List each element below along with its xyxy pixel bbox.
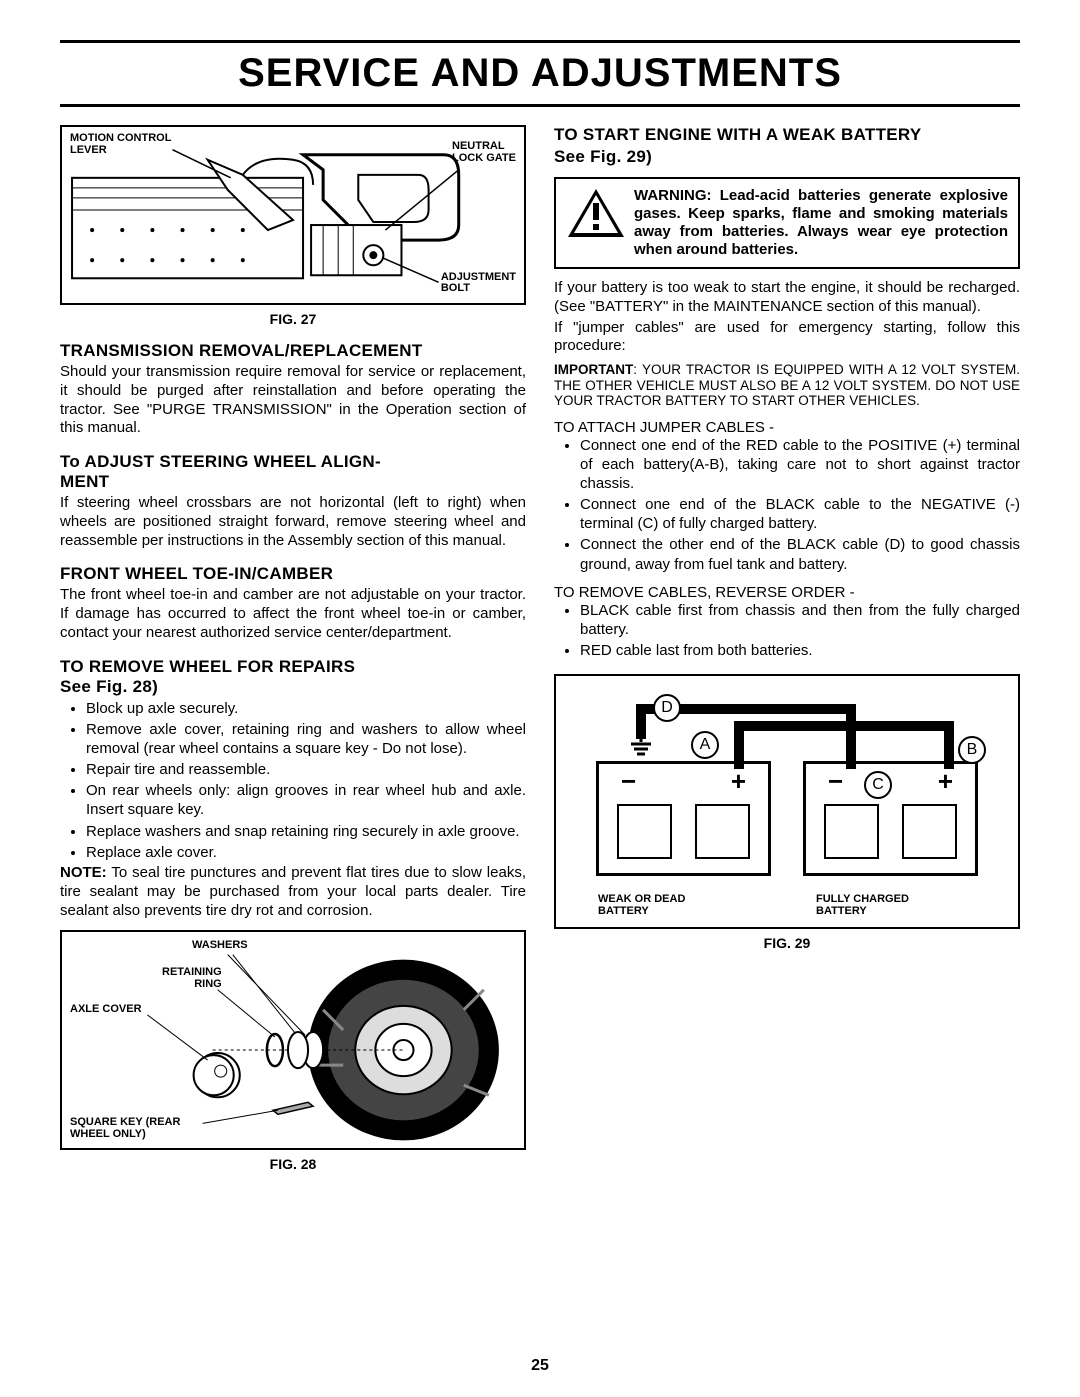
warning-label: WARNING	[634, 187, 707, 204]
weak-battery: − +	[596, 761, 771, 876]
fig28-caption: FIG. 28	[60, 1156, 526, 1172]
plus-terminal: +	[731, 766, 746, 797]
list-item: Connect the other end of the BLACK cable…	[580, 535, 1020, 573]
figure-27: MOTION CONTROL LEVER NEUTRAL LOCK GATE A…	[60, 125, 526, 305]
fig27-svg	[62, 127, 524, 303]
list-item: RED cable last from both batteries.	[580, 641, 1020, 660]
remove-wheel-see: See Fig. 28)	[60, 677, 526, 697]
note-text: To seal tire punctures and prevent flat …	[60, 864, 526, 919]
label-d: D	[653, 694, 681, 722]
important-label: IMPORTANT	[554, 362, 633, 377]
remove-cables-bullets: BLACK cable first from chassis and then …	[554, 601, 1020, 661]
fig28-svg	[62, 932, 524, 1148]
list-item: Repair tire and reassemble.	[86, 760, 526, 779]
list-item: BLACK cable first from chassis and then …	[580, 601, 1020, 639]
battery-para2: If "jumper cables" are used for emergenc…	[554, 319, 1020, 357]
warning-box: WARNING: Lead-acid batteries generate ex…	[554, 177, 1020, 269]
remove-wheel-heading: TO REMOVE WHEEL FOR REPAIRS	[60, 657, 526, 677]
list-item: Remove axle cover, retaining ring and wa…	[86, 720, 526, 758]
weak-battery-label: WEAK OR DEAD BATTERY	[598, 894, 685, 917]
fig27-caption: FIG. 27	[60, 311, 526, 327]
figure-28: WASHERS RETAINING RING AXLE COVER SQUARE…	[60, 930, 526, 1150]
page-title: SERVICE AND ADJUSTMENTS	[60, 51, 1020, 96]
steering-heading: To ADJUST STEERING WHEEL ALIGN-MENT	[60, 452, 526, 492]
title-rule	[60, 104, 1020, 107]
label-a: A	[691, 731, 719, 759]
list-item: Connect one end of the BLACK cable to th…	[580, 495, 1020, 533]
transmission-body: Should your transmission require removal…	[60, 363, 526, 438]
ground-icon	[628, 734, 654, 760]
attach-cables-heading: TO ATTACH JUMPER CABLES -	[554, 419, 1020, 436]
minus-terminal: −	[621, 766, 636, 797]
toe-body: The front wheel toe-in and camber are no…	[60, 586, 526, 642]
full-battery-label: FULLY CHARGED BATTERY	[816, 894, 909, 917]
fig29-caption: FIG. 29	[554, 935, 1020, 951]
list-item: Replace washers and snap retaining ring …	[86, 822, 526, 841]
list-item: Block up axle securely.	[86, 699, 526, 718]
start-engine-see: See Fig. 29)	[554, 147, 1020, 167]
warning-text: WARNING: Lead-acid batteries generate ex…	[634, 187, 1008, 259]
important-text: IMPORTANT: YOUR TRACTOR IS EQUIPPED WITH…	[554, 362, 1020, 409]
toe-heading: FRONT WHEEL TOE-IN/CAMBER	[60, 564, 526, 584]
attach-cables-bullets: Connect one end of the RED cable to the …	[554, 436, 1020, 574]
steering-body: If steering wheel crossbars are not hori…	[60, 494, 526, 550]
battery-para1: If your battery is too weak to start the…	[554, 279, 1020, 317]
start-engine-heading: TO START ENGINE WITH A WEAK BATTERY	[554, 125, 1020, 145]
label-b: B	[958, 736, 986, 764]
remove-cables-heading: TO REMOVE CABLES, REVERSE ORDER -	[554, 584, 1020, 601]
plus-terminal: +	[938, 766, 953, 797]
remove-wheel-bullets: Block up axle securely. Remove axle cove…	[60, 699, 526, 863]
remove-wheel-note: NOTE: To seal tire punctures and prevent…	[60, 864, 526, 920]
content-columns: MOTION CONTROL LEVER NEUTRAL LOCK GATE A…	[60, 125, 1020, 1172]
top-rule	[60, 40, 1020, 43]
warning-icon	[566, 187, 626, 244]
note-label: NOTE:	[60, 864, 107, 881]
page-number: 25	[0, 1357, 1080, 1375]
list-item: Replace axle cover.	[86, 843, 526, 862]
right-column: TO START ENGINE WITH A WEAK BATTERY See …	[554, 125, 1020, 1172]
figure-29: − + − +	[554, 674, 1020, 929]
list-item: On rear wheels only: align grooves in re…	[86, 781, 526, 819]
list-item: Connect one end of the RED cable to the …	[580, 436, 1020, 494]
minus-terminal: −	[828, 766, 843, 797]
left-column: MOTION CONTROL LEVER NEUTRAL LOCK GATE A…	[60, 125, 526, 1172]
transmission-heading: TRANSMISSION REMOVAL/REPLACEMENT	[60, 341, 526, 361]
